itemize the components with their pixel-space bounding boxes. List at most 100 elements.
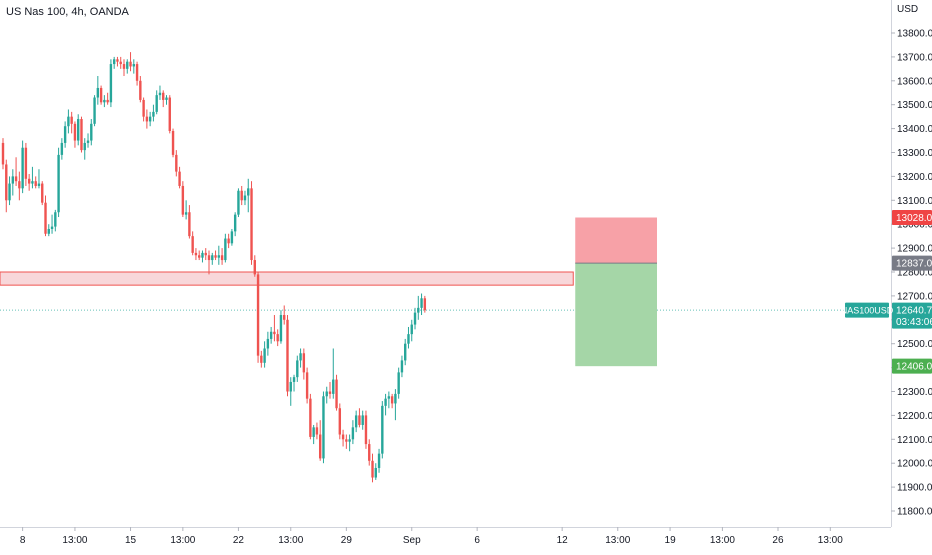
y-tick-label: 13000.0 [897, 220, 932, 231]
candle-body [220, 255, 224, 261]
candle-body [384, 398, 387, 406]
x-tick-label: 19 [665, 535, 677, 546]
candle-body [175, 154, 178, 172]
candle-body [214, 255, 217, 258]
candle-body [86, 140, 90, 143]
candle-body [63, 126, 67, 143]
y-tick-label: 12700.0 [897, 291, 932, 302]
candle-body [374, 467, 377, 478]
x-tick-label: 8 [20, 535, 26, 546]
candle-body [247, 188, 250, 196]
x-tick-label: 13:00 [278, 535, 303, 546]
y-tick-label: 13300.0 [897, 148, 932, 159]
candle-body [198, 255, 201, 258]
candle-body [377, 453, 381, 468]
candle-body [269, 331, 273, 339]
candle-body [328, 391, 332, 394]
x-tick-label: 6 [474, 535, 480, 546]
candle-body [73, 123, 77, 141]
x-tick-label: 13:00 [710, 535, 735, 546]
candle-body [119, 61, 122, 65]
candle-body [292, 377, 296, 382]
candle-body [423, 298, 427, 311]
candle-body [371, 460, 374, 478]
candle-body [158, 92, 162, 96]
candle-body [341, 434, 345, 440]
candle-body [80, 119, 83, 151]
candle-body [184, 212, 188, 215]
candle-body [5, 164, 8, 201]
candle-body [194, 252, 198, 256]
candle-body [263, 348, 266, 363]
candle-body [397, 372, 400, 394]
price-axis-currency: USD [897, 4, 919, 15]
candle-body [57, 154, 60, 213]
symbol-title: US Nas 100, 4h, OANDA [6, 6, 129, 18]
candle-body [240, 190, 243, 201]
candle-body [37, 183, 41, 186]
candle-body [207, 255, 211, 261]
y-tick-label: 13600.0 [897, 76, 932, 87]
candle-body [266, 338, 270, 349]
candle-body [348, 439, 351, 442]
resistance-zone[interactable] [0, 271, 574, 286]
candle-body [47, 228, 50, 234]
candle-body [296, 360, 299, 378]
current-price-badge [892, 302, 932, 329]
x-tick-label: 15 [125, 535, 137, 546]
x-tick-label: 29 [341, 535, 353, 546]
candle-body [1, 142, 5, 165]
candle-body [217, 255, 221, 258]
y-tick-label: 13100.0 [897, 196, 932, 207]
candle-body [364, 415, 368, 445]
candle-body [168, 97, 171, 131]
x-tick-label: 26 [772, 535, 784, 546]
y-tick-label: 13400.0 [897, 124, 932, 135]
candle-body [152, 111, 155, 117]
candle-body [351, 427, 355, 440]
candle-body [390, 396, 394, 404]
candle-body [155, 95, 158, 112]
stop-price-badge-label: 13028.0 [896, 213, 932, 224]
x-tick-label: 22 [233, 535, 245, 546]
candle-body [413, 312, 417, 325]
candle-body [260, 355, 263, 363]
candle-body [148, 116, 152, 122]
take-profit-zone[interactable] [575, 263, 657, 367]
y-tick-label: 12200.0 [897, 411, 932, 422]
candle-body [400, 360, 404, 373]
candle-body [103, 99, 106, 103]
candle-body [224, 238, 227, 261]
candle-body [21, 147, 24, 189]
candle-body [332, 379, 335, 394]
candle-body [233, 214, 237, 232]
candle-body [191, 236, 194, 253]
candle-body [99, 87, 103, 103]
entry-price-badge-label: 12837.0 [896, 259, 932, 270]
candle-body [276, 334, 279, 342]
candle-body [60, 142, 64, 155]
candle-body [302, 353, 306, 373]
y-tick-label: 12500.0 [897, 339, 932, 350]
stop-loss-zone[interactable] [575, 217, 657, 264]
candle-body [358, 415, 361, 425]
candle-body [27, 178, 31, 184]
candle-body [96, 87, 100, 98]
candle-body [273, 331, 276, 335]
candle-body [171, 130, 175, 155]
x-tick-label: 13:00 [62, 535, 87, 546]
candle-body [322, 396, 325, 459]
candle-body [109, 64, 113, 103]
candle-body [106, 99, 109, 103]
candle-body [165, 97, 168, 100]
candle-body [112, 59, 116, 65]
target-price-badge-label: 12406.0 [896, 362, 932, 373]
candle-body [142, 99, 145, 117]
candle-body [230, 231, 234, 244]
candle-body [381, 405, 384, 454]
candle-body [31, 181, 34, 184]
y-tick-label: 12800.0 [897, 268, 932, 279]
candle-body [237, 190, 240, 215]
candle-body [178, 171, 181, 186]
